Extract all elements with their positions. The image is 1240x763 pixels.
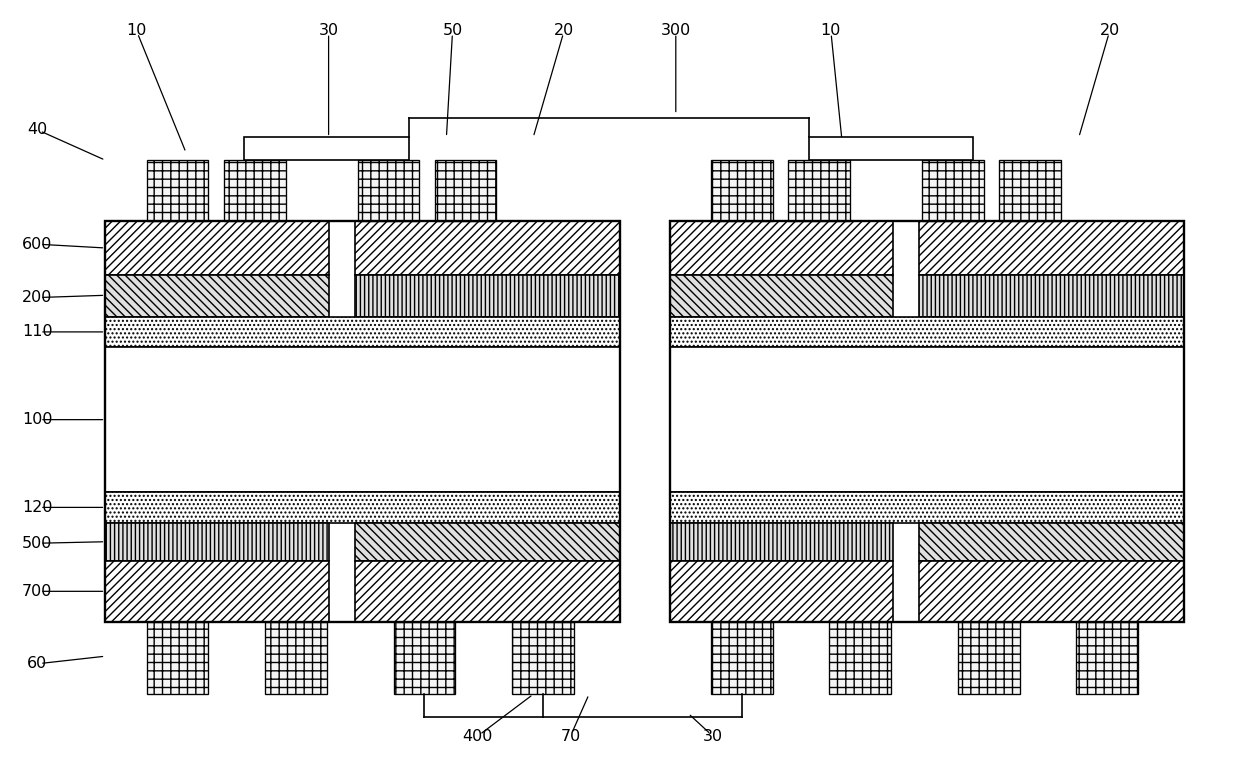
Text: 120: 120	[22, 500, 52, 515]
Bar	[670, 523, 894, 561]
Text: 10: 10	[821, 23, 841, 38]
Text: 50: 50	[443, 23, 463, 38]
Text: 300: 300	[661, 23, 691, 38]
Bar	[393, 622, 455, 694]
Bar	[830, 622, 890, 694]
Bar	[146, 160, 208, 221]
Bar	[146, 622, 208, 694]
Text: 100: 100	[22, 412, 52, 427]
Bar	[244, 137, 409, 160]
Bar	[105, 492, 620, 523]
Text: 20: 20	[1100, 23, 1120, 38]
Bar	[355, 275, 620, 317]
Bar	[670, 221, 894, 275]
Bar	[105, 523, 330, 561]
Text: 70: 70	[560, 729, 580, 744]
Text: 700: 700	[22, 584, 52, 599]
Bar	[670, 492, 1184, 523]
Bar	[105, 275, 330, 317]
Text: 60: 60	[27, 656, 47, 671]
Bar	[670, 347, 1184, 492]
Text: 30: 30	[319, 23, 339, 38]
Text: 600: 600	[22, 237, 52, 252]
Bar	[711, 622, 773, 694]
Bar	[670, 561, 894, 622]
Bar	[105, 221, 330, 275]
Bar	[105, 347, 620, 492]
Bar	[357, 160, 419, 221]
Bar	[512, 622, 574, 694]
Bar	[355, 523, 620, 561]
Bar	[787, 160, 849, 221]
Text: 200: 200	[22, 290, 52, 305]
Bar	[921, 160, 983, 221]
Text: 110: 110	[22, 324, 52, 340]
Text: 30: 30	[703, 729, 723, 744]
Bar	[435, 160, 496, 221]
Bar	[105, 221, 620, 622]
Bar	[919, 275, 1184, 317]
Bar	[808, 137, 973, 160]
Bar	[670, 275, 894, 317]
Bar	[919, 561, 1184, 622]
Bar	[919, 221, 1184, 275]
Bar	[1076, 622, 1138, 694]
Bar	[223, 160, 285, 221]
Bar	[999, 160, 1060, 221]
Text: 10: 10	[126, 23, 146, 38]
Bar	[355, 561, 620, 622]
Bar	[919, 523, 1184, 561]
Bar	[355, 221, 620, 275]
Bar	[957, 622, 1019, 694]
Text: 500: 500	[22, 536, 52, 551]
Bar	[105, 561, 330, 622]
Bar	[711, 160, 773, 221]
Text: 40: 40	[27, 122, 47, 137]
Bar	[670, 317, 1184, 347]
Text: 20: 20	[554, 23, 574, 38]
Bar	[670, 221, 1184, 622]
Bar	[265, 622, 326, 694]
Bar	[105, 317, 620, 347]
Text: 400: 400	[463, 729, 492, 744]
